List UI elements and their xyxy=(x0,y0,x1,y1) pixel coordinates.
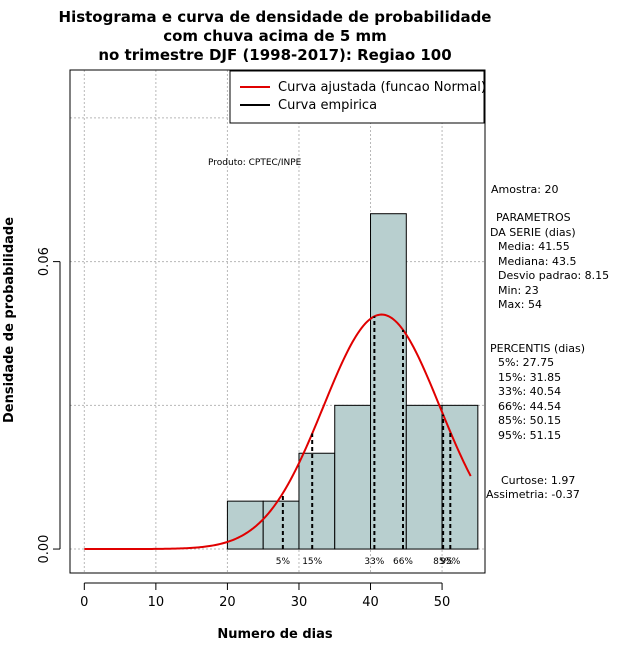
chart-title-line-3: no trimestre DJF (1998-2017): Regiao 100 xyxy=(98,46,451,64)
percentile-label-3: 66% xyxy=(393,557,413,567)
plot-frame xyxy=(69,69,486,574)
x-axis: 0 10 20 30 40 50 xyxy=(80,582,451,610)
statistics-panel: Amostra: 20 PARAMETROS DA SERIE (dias) M… xyxy=(486,183,609,501)
percentile-label-4: 85% xyxy=(433,557,453,567)
percentile-label-2: 33% xyxy=(364,557,384,567)
amostra-text: Amostra: 20 xyxy=(491,183,558,196)
percentil-66: 66%: 44.54 xyxy=(498,400,561,413)
parametros-title-1: PARAMETROS xyxy=(496,211,571,224)
fitted-curve-layer xyxy=(84,313,472,551)
x-axis-label: Numero de dias xyxy=(217,627,333,642)
percentil-85: 85%: 50.15 xyxy=(498,414,561,427)
chart-title-line-1: Histograma e curva de densidade de proba… xyxy=(59,8,492,26)
legend: Curva ajustada (funcao Normal) Curva emp… xyxy=(229,70,486,124)
assimetria-text: Assimetria: -0.37 xyxy=(486,488,580,501)
x-tick-label-2: 20 xyxy=(219,595,236,610)
histogram-bar-2 xyxy=(298,452,336,550)
legend-entry-empirical: Curva empirica xyxy=(278,98,377,113)
percentil-5: 5%: 27.75 xyxy=(498,356,554,369)
parametro-desvio: Desvio padrao: 8.15 xyxy=(498,269,609,282)
y-tick-label-0: 0.00 xyxy=(37,535,52,564)
percentil-95: 95%: 51.15 xyxy=(498,429,561,442)
histogram-bar-3 xyxy=(334,404,372,550)
chart-title-line-2: com chuva acima de 5 mm xyxy=(163,27,387,45)
percentile-label-0: 5% xyxy=(276,557,291,567)
curtose-text: Curtose: 1.97 xyxy=(501,474,575,487)
histogram-bar-1 xyxy=(262,500,300,550)
percentile-lines-layer xyxy=(281,316,452,550)
fitted-normal-curve xyxy=(84,313,472,551)
y-axis: 0.00 0.06 xyxy=(37,247,61,564)
produto-annotation: Produto: CPTEC/INPE xyxy=(208,158,302,168)
parametro-max: Max: 54 xyxy=(498,298,542,311)
histogram-bar-5 xyxy=(405,404,443,550)
x-tick-label-0: 0 xyxy=(80,595,88,610)
percentil-15: 15%: 31.85 xyxy=(498,371,561,384)
histogram-bar-6 xyxy=(441,404,479,550)
x-tick-label-3: 30 xyxy=(291,595,308,610)
y-tick-label-1: 0.06 xyxy=(37,247,52,276)
percentis-title: PERCENTIS (dias) xyxy=(490,342,585,355)
x-tick-label-1: 10 xyxy=(148,595,165,610)
y-axis-label: Densidade de probabilidade xyxy=(2,217,17,423)
parametro-mediana: Mediana: 43.5 xyxy=(498,255,576,268)
x-tick-label-4: 40 xyxy=(362,595,379,610)
legend-box xyxy=(229,70,485,124)
parametro-min: Min: 23 xyxy=(498,284,539,297)
histogram-bar-4 xyxy=(370,213,407,550)
percentile-label-5: 95% xyxy=(440,557,460,567)
percentile-label-1: 15% xyxy=(302,557,322,567)
legend-entry-fitted: Curva ajustada (funcao Normal) xyxy=(278,80,486,95)
percentil-33: 33%: 40.54 xyxy=(498,385,561,398)
parametros-title-2: DA SERIE (dias) xyxy=(490,226,576,239)
x-tick-label-5: 50 xyxy=(434,595,451,610)
parametro-media: Media: 41.55 xyxy=(498,240,570,253)
percentile-labels-layer: 5% 15% 33% 66% 85%95% xyxy=(276,557,461,567)
histogram-bars xyxy=(226,213,479,550)
